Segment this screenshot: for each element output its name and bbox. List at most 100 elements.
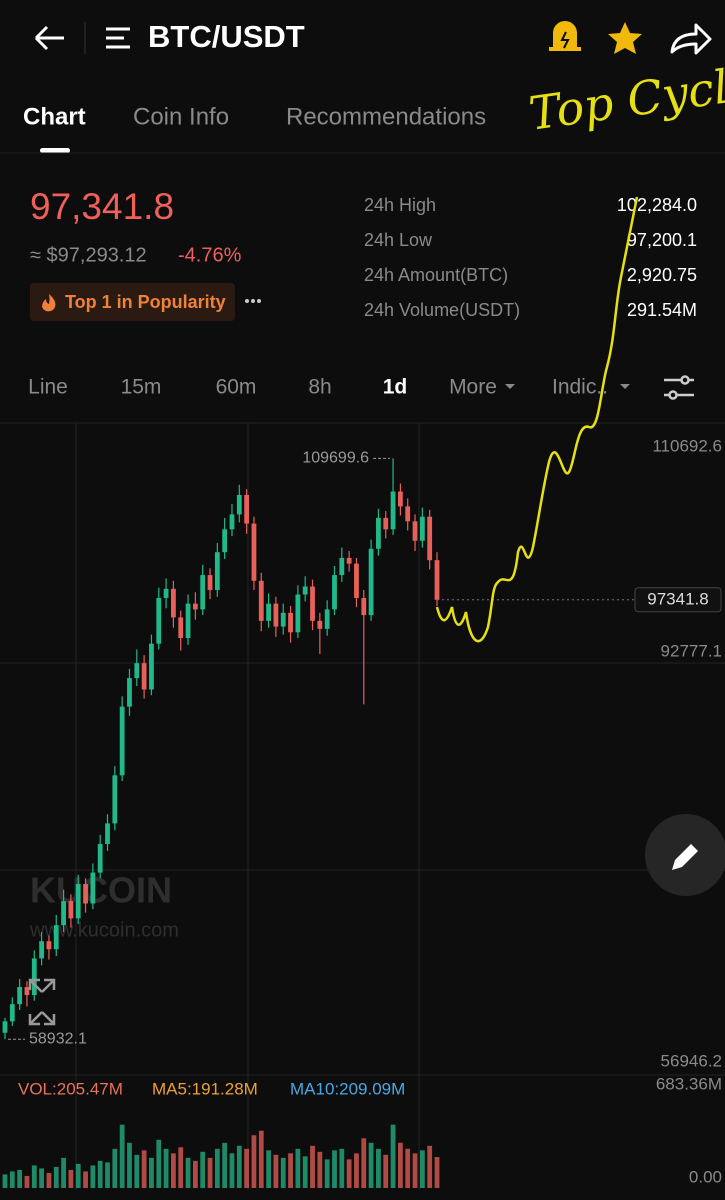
- settings-button[interactable]: [664, 375, 694, 400]
- annotation-text: Top Cycle: [526, 56, 725, 141]
- candle-body: [346, 557, 352, 564]
- volume-bar: [61, 1157, 66, 1188]
- volume-bar: [163, 1148, 169, 1188]
- volume-bar: [9, 1171, 15, 1188]
- interval-tab[interactable]: 1d: [383, 376, 408, 399]
- candle-body: [390, 491, 396, 530]
- candle-body: [324, 609, 330, 629]
- volume-bar: [171, 1153, 176, 1188]
- candle-body: [397, 491, 403, 507]
- volume-bar: [105, 1162, 110, 1188]
- high-label: 109699.6: [302, 450, 369, 467]
- candle-body: [383, 517, 389, 530]
- candle-body: [141, 663, 147, 690]
- volume-bar: [24, 1175, 30, 1188]
- volume-bar: [354, 1153, 359, 1188]
- volume-bar: [361, 1138, 367, 1188]
- volume-bar: [324, 1159, 330, 1188]
- pencil-icon: [672, 844, 698, 870]
- popularity-badge[interactable]: [30, 283, 235, 321]
- tab[interactable]: Chart: [23, 103, 86, 130]
- volume-bar: [185, 1157, 191, 1188]
- candle-body: [244, 494, 250, 524]
- candle-body: [127, 678, 132, 707]
- candle-body: [68, 901, 74, 919]
- volume-bar: [39, 1168, 45, 1188]
- ma5-label: MA5:191.28M: [152, 1079, 258, 1098]
- stat-value: 102,284.0: [617, 195, 697, 215]
- tab[interactable]: Coin Info: [133, 103, 229, 130]
- stat-value: 2,920.75: [627, 265, 697, 285]
- volume-bar: [119, 1124, 125, 1188]
- stat-value: 97,200.1: [627, 230, 697, 250]
- fullscreen-button[interactable]: [28, 978, 56, 1026]
- candle-body: [273, 603, 279, 627]
- share-button[interactable]: [670, 23, 712, 55]
- interval-tab[interactable]: Indic..: [552, 376, 608, 399]
- vol-label: VOL:205.47M: [18, 1079, 123, 1098]
- volume-bar: [288, 1153, 293, 1188]
- volume-bar: [236, 1145, 242, 1188]
- volume-bar: [17, 1169, 23, 1188]
- candle-body: [83, 884, 88, 904]
- volume-bar: [295, 1148, 301, 1188]
- candle-body: [288, 612, 293, 633]
- volume-bar: [90, 1165, 96, 1188]
- candle-body: [361, 597, 367, 616]
- stat-label: 24h Low: [364, 230, 433, 250]
- volume-bar: [75, 1163, 81, 1188]
- volume-bar: [266, 1150, 271, 1188]
- candle-body: [46, 941, 52, 950]
- volume-bar: [280, 1157, 286, 1188]
- dropdown-caret: [620, 384, 630, 389]
- volume-bar: [83, 1171, 88, 1188]
- interval-tab[interactable]: 15m: [121, 376, 162, 399]
- volume-bar: [214, 1148, 220, 1188]
- volume-bar: [419, 1150, 425, 1188]
- volume-bar: [178, 1147, 184, 1188]
- interval-tab[interactable]: 8h: [308, 376, 331, 399]
- volume-bar: [317, 1151, 323, 1188]
- candle-body: [214, 552, 220, 590]
- volume-bar: [273, 1154, 279, 1188]
- interval-tab[interactable]: Line: [28, 376, 68, 399]
- volume-bar: [134, 1154, 140, 1188]
- volume-bar: [405, 1148, 411, 1188]
- volume-bar: [53, 1166, 59, 1188]
- interval-tab[interactable]: 60m: [216, 376, 257, 399]
- watermark-site: www.kucoin.com: [29, 919, 179, 941]
- volume-bar: [207, 1157, 213, 1188]
- candle-body: [354, 563, 359, 598]
- volume-bar: [68, 1169, 74, 1188]
- watermark: KUCOIN: [30, 870, 172, 911]
- annotation-line: [435, 196, 639, 643]
- candle-body: [178, 617, 184, 639]
- volume-bar: [376, 1148, 381, 1188]
- candle-body: [119, 706, 125, 776]
- candle-body: [405, 506, 411, 522]
- volume-bar: [434, 1157, 440, 1188]
- volume-bar: [332, 1150, 337, 1188]
- stat-label: 24h Volume(USDT): [364, 300, 520, 320]
- back-button[interactable]: [34, 25, 64, 51]
- flame-icon: [42, 294, 56, 312]
- candle-body: [163, 588, 169, 598]
- volume-bar: [390, 1124, 396, 1188]
- candle-body: [90, 872, 96, 904]
- favorite-button[interactable]: [608, 22, 642, 54]
- low-label: 58932.1: [29, 1030, 87, 1047]
- candle-body: [105, 823, 110, 844]
- candle-body: [149, 643, 154, 690]
- volume-bar: [412, 1153, 418, 1188]
- price-axis-label: 92777.1: [661, 641, 722, 660]
- menu-button[interactable]: [106, 27, 130, 49]
- more-dots[interactable]: [245, 299, 261, 303]
- alert-button[interactable]: [549, 21, 581, 51]
- candle-body: [266, 603, 271, 621]
- candle-body: [185, 603, 191, 639]
- volume-bar: [229, 1153, 235, 1188]
- volume-bar: [368, 1142, 374, 1188]
- interval-tab[interactable]: More: [449, 376, 497, 399]
- usd-price: ≈ $97,293.12: [30, 244, 147, 266]
- tab[interactable]: Recommendations: [286, 103, 486, 130]
